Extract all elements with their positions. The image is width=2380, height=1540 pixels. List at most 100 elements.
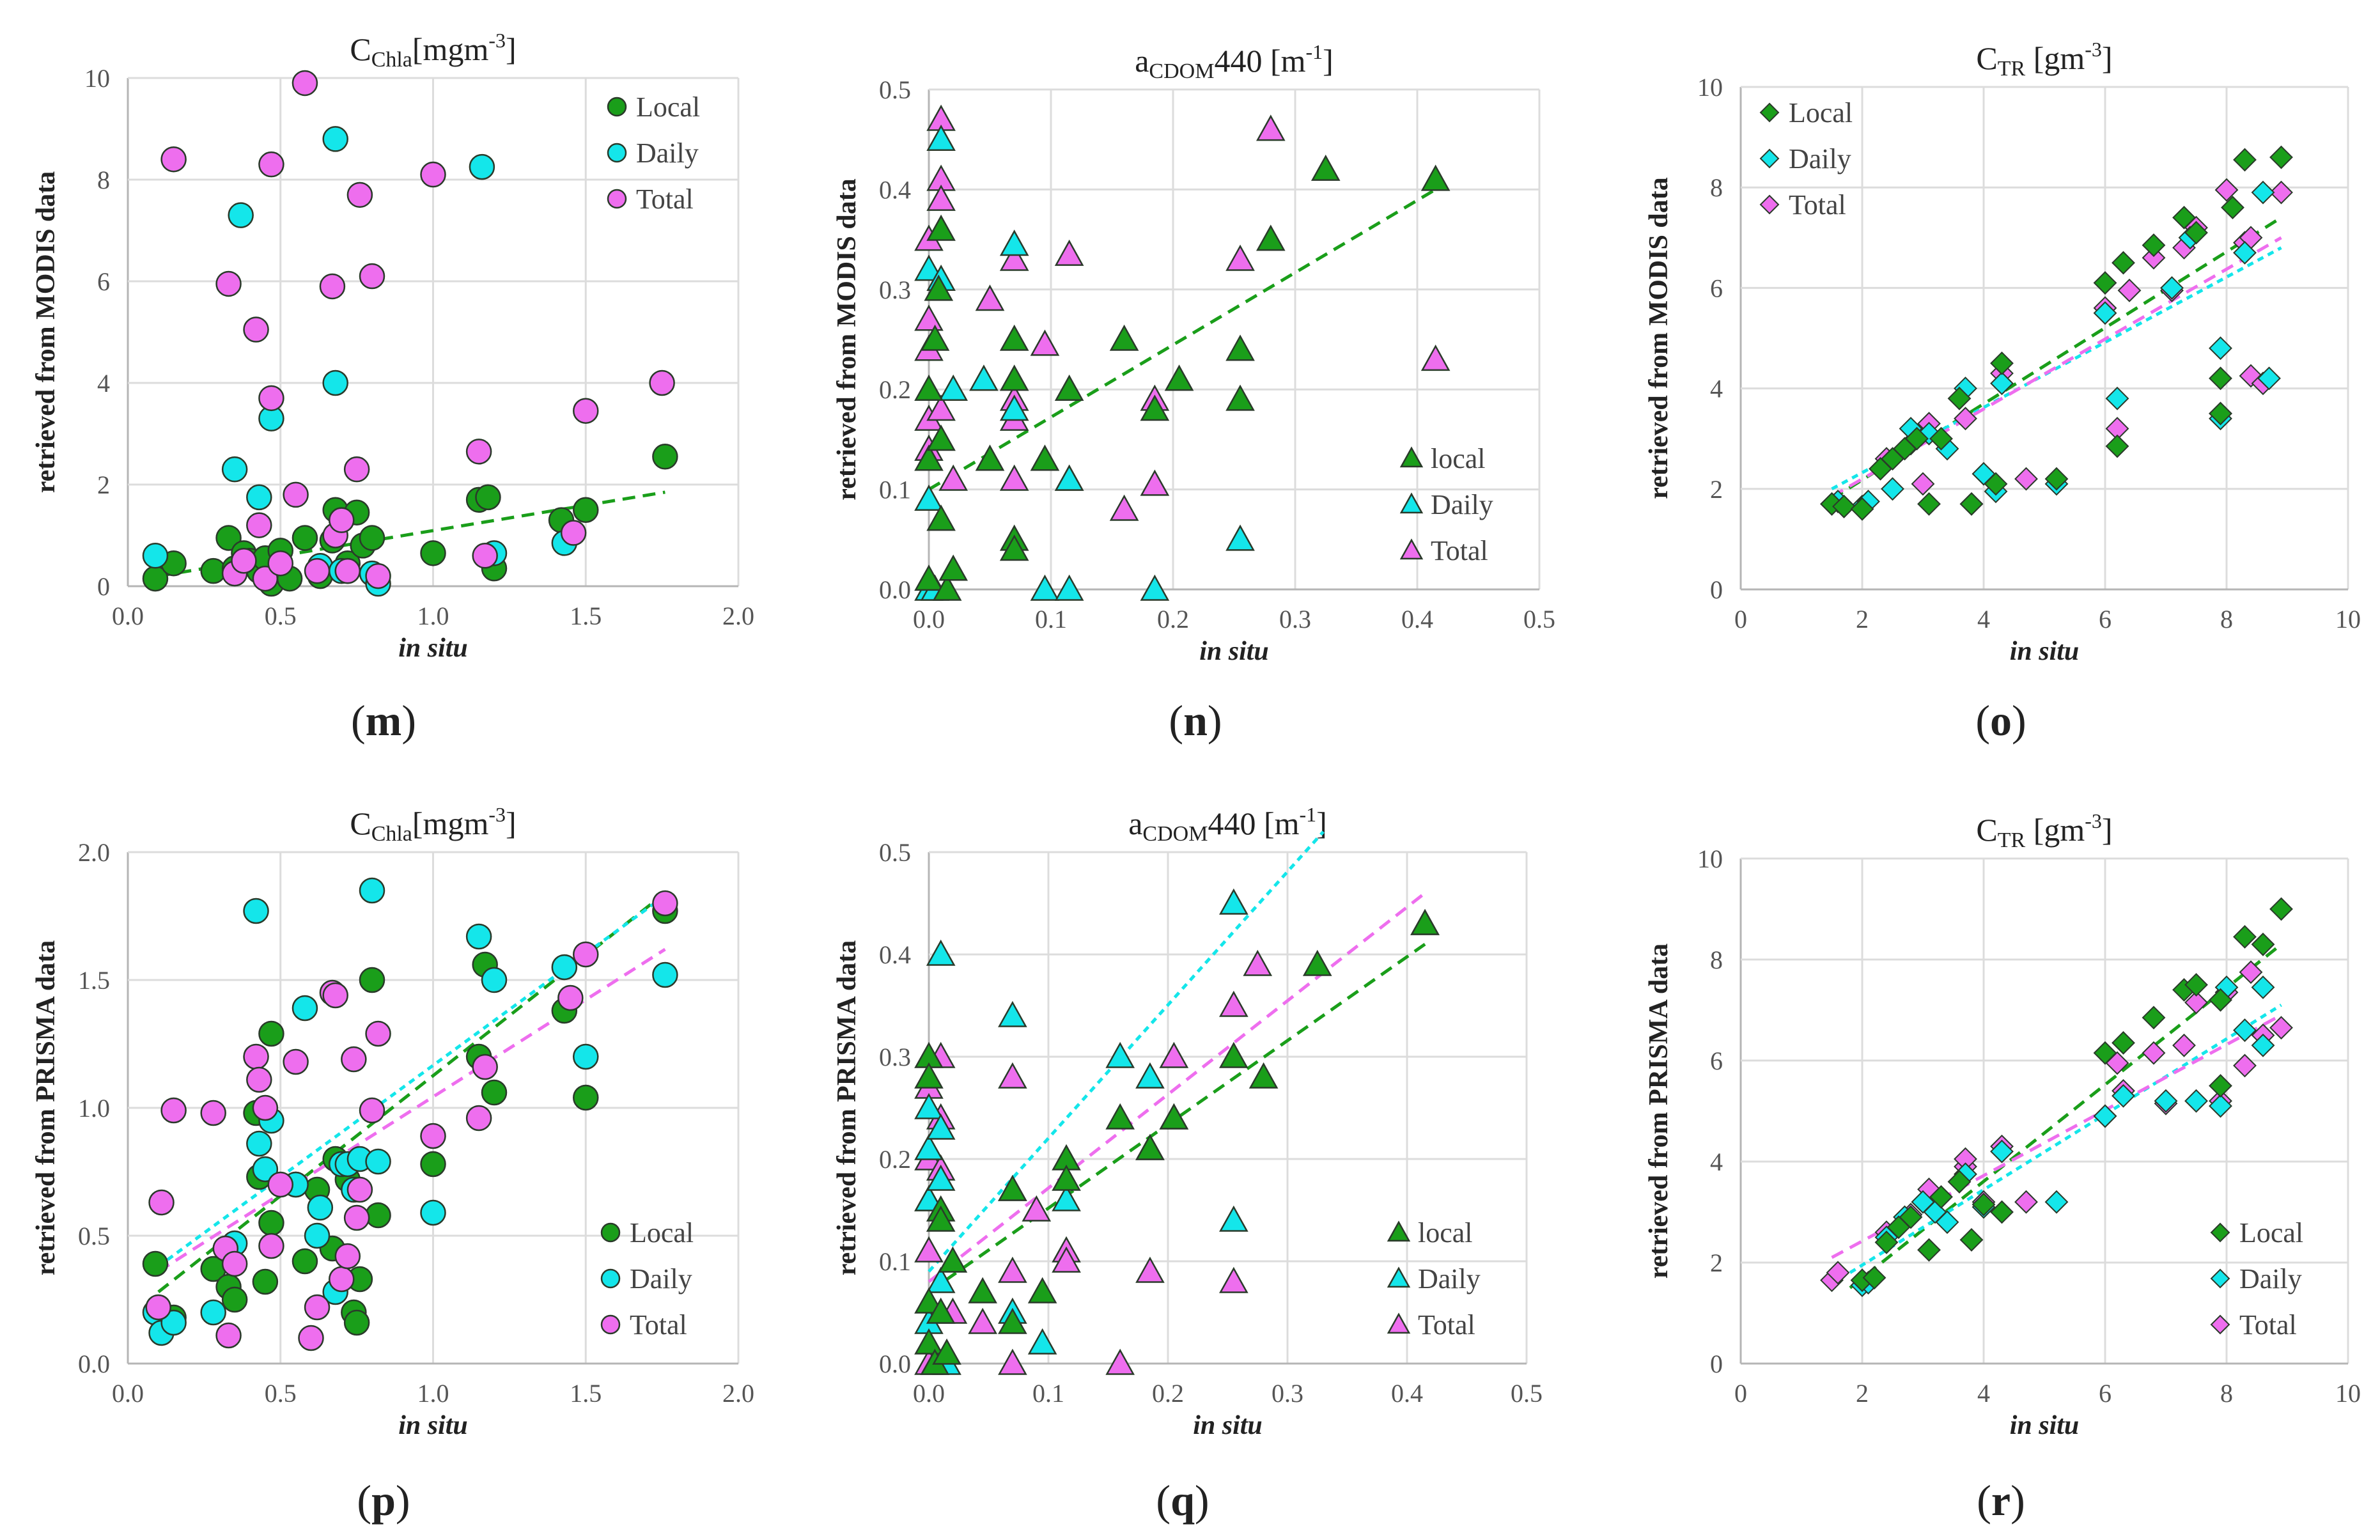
total-data-point: [341, 1046, 367, 1073]
local-data-point: [1947, 386, 1972, 410]
legend-daily-label: Daily: [1789, 143, 1851, 175]
y-tick-label: 0.1: [879, 1247, 911, 1276]
y-tick-label: 6: [1710, 1046, 1723, 1075]
total-data-point: [975, 284, 1005, 311]
y-tick-label: 0.5: [879, 838, 911, 867]
legend-local-label: Local: [630, 1217, 694, 1248]
legend-daily-label: Daily: [1418, 1263, 1481, 1295]
daily-data-point: [2093, 1104, 2117, 1128]
local-data-point: [2172, 205, 2196, 229]
total-data-point: [258, 1233, 284, 1259]
daily-data-point: [926, 1164, 956, 1191]
total-data-point: [145, 1294, 171, 1321]
y-axis-title: retrieved from MODIS data: [1644, 177, 1674, 499]
legend-daily-marker: [1759, 148, 1780, 169]
local-data-point: [1311, 154, 1341, 181]
chart-panel-r: 0 2 4 6 8 10 0 2 4 6 8 10 CTR [gm-3] in situ retrieved…: [1644, 809, 2361, 1440]
chart-panel-o: 0 2 4 6 8 10 0 2 4 6 8 10 CTR [gm-3] in situ retrieved…: [1644, 38, 2361, 666]
daily-data-point: [2251, 1033, 2275, 1057]
local-data-point: [2233, 148, 2257, 172]
legend-local-label: Local: [2239, 1217, 2303, 1248]
chart-title-sub: CDOM: [1142, 822, 1208, 846]
legend: local Daily Total: [1387, 1217, 1481, 1341]
legend: Local Daily Total: [2210, 1217, 2303, 1341]
y-axis-title: retrieved from MODIS data: [31, 171, 61, 494]
daily-data-point: [246, 484, 272, 511]
legend-local-label: local: [1431, 443, 1486, 474]
legend-total-marker: [600, 1314, 621, 1335]
local-data-point: [2209, 366, 2232, 391]
total-series: [145, 890, 678, 1351]
local-data-point: [1030, 444, 1060, 471]
panel-letter-text: r: [1991, 1476, 2011, 1525]
chart-title-sub: Chla: [371, 48, 412, 72]
local-data-point: [1225, 384, 1255, 411]
panel-letter-text: q: [1171, 1476, 1195, 1525]
daily-data-point: [999, 229, 1029, 256]
chart-panel-n: 0.0 0.1 0.2 0.3 0.4 0.5 0.0 0.1 0.2 0.3 0.4 0.5 aCDO…: [832, 40, 1555, 666]
x-tick-label: 0.0: [913, 1379, 945, 1408]
daily-data-point: [2209, 1094, 2232, 1118]
total-data-point: [420, 161, 446, 188]
local-data-point: [2184, 221, 2208, 245]
legend-total-label: Total: [1418, 1309, 1475, 1341]
panel-letter-open-paren: (: [357, 1476, 371, 1525]
y-axis-title: retrieved from PRISMA data: [1644, 944, 1674, 1279]
daily-data-point: [1054, 574, 1084, 601]
daily-data-point: [1225, 524, 1255, 551]
daily-data-point: [2184, 1089, 2208, 1113]
daily-data-point: [221, 456, 248, 483]
daily-data-point: [2160, 276, 2184, 300]
x-tick-label: 0.4: [1401, 605, 1433, 634]
daily-data-point: [420, 1199, 446, 1226]
x-axis-title: in situ: [1199, 637, 1269, 666]
local-data-point: [999, 534, 1029, 561]
x-tick-label: 0: [1734, 605, 1747, 634]
total-data-point: [914, 1236, 944, 1263]
local-data-point: [998, 1307, 1027, 1334]
local-data-point: [359, 525, 385, 551]
local-data-point: [1874, 1230, 1899, 1254]
total-data-point: [557, 984, 584, 1011]
local-data-point: [1219, 1041, 1248, 1068]
chart-title: CChla[mgm-3]: [350, 29, 516, 72]
local-data-point: [914, 374, 944, 401]
legend: Local Daily Total: [607, 91, 700, 215]
total-data-point: [359, 263, 385, 290]
daily-data-point: [573, 1043, 599, 1070]
local-data-point: [2105, 434, 2129, 458]
total-data-point: [2269, 180, 2293, 205]
total-data-point: [1243, 949, 1273, 976]
total-data-point: [999, 244, 1029, 271]
x-tick-label: 0.1: [1032, 1379, 1064, 1408]
daily-data-point: [926, 124, 956, 152]
y-tick-label: 0.2: [879, 375, 911, 404]
local-data-point: [2269, 145, 2293, 169]
y-tick-label: 10: [1697, 73, 1723, 102]
y-tick-label: 0.3: [879, 276, 911, 304]
panel-letter-r: (r): [1977, 1476, 2025, 1525]
y-tick-label: 0.4: [879, 940, 911, 969]
local-data-point: [1164, 364, 1194, 391]
chart-title-units: [mgm: [412, 31, 489, 67]
panel-letter-close-paren: ): [2012, 696, 2026, 745]
panel-letter-open-paren: (: [1156, 1476, 1171, 1525]
legend-daily-label: Daily: [1431, 489, 1493, 520]
chart-title-end: ]: [1316, 805, 1327, 841]
panel-letter-close-paren: ): [1208, 696, 1222, 745]
chart-title: aCDOM440 [m-1]: [1135, 40, 1334, 83]
panel-letter-text: p: [371, 1476, 396, 1525]
total-data-point: [1911, 472, 1935, 496]
local-data-point: [2142, 233, 2166, 258]
local-data-point: [1225, 334, 1255, 361]
local-data-point: [2209, 1074, 2232, 1098]
panel-letter-p: (p): [357, 1476, 410, 1525]
local-data-point: [1990, 351, 2014, 375]
x-axis-title: in situ: [398, 1411, 468, 1440]
x-tick-label: 0.2: [1157, 605, 1189, 634]
y-tick-label: 2.0: [78, 838, 110, 867]
daily-data-point: [2251, 180, 2275, 205]
total-data-point: [319, 273, 346, 300]
panel-letter-close-paren: ): [2011, 1476, 2025, 1525]
